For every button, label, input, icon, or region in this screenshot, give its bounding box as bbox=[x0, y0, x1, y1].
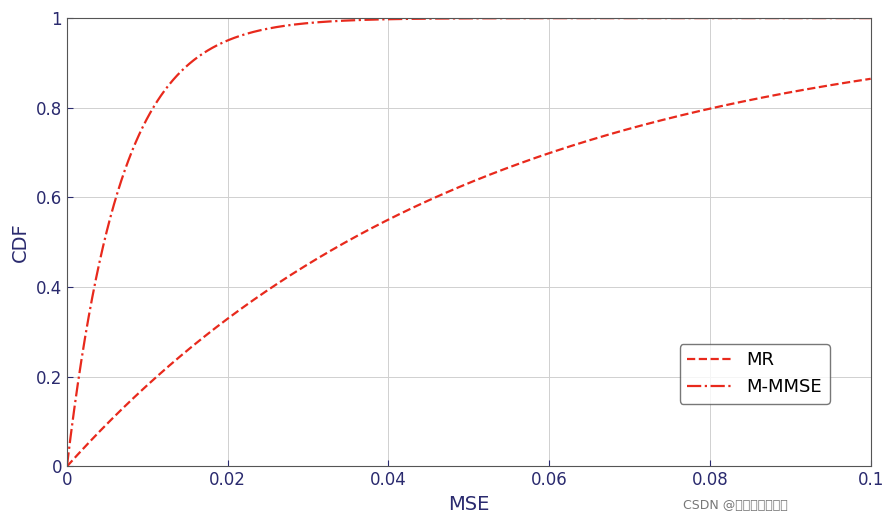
Line: MR: MR bbox=[67, 79, 870, 467]
MR bbox=[840, 79, 851, 86]
MR bbox=[62, 464, 72, 470]
MR bbox=[841, 79, 852, 86]
Legend: MR, M-MMSE: MR, M-MMSE bbox=[679, 344, 829, 404]
M-MMSE bbox=[864, 15, 875, 21]
MR bbox=[694, 108, 704, 114]
M-MMSE bbox=[103, 224, 114, 230]
M-MMSE bbox=[841, 15, 852, 21]
MR bbox=[431, 194, 442, 200]
Y-axis label: CDF: CDF bbox=[11, 223, 30, 262]
Line: M-MMSE: M-MMSE bbox=[67, 18, 870, 467]
M-MMSE bbox=[62, 464, 72, 470]
MR bbox=[103, 420, 114, 426]
M-MMSE bbox=[694, 15, 704, 22]
MR bbox=[864, 76, 875, 82]
MR bbox=[451, 184, 462, 191]
M-MMSE bbox=[451, 15, 462, 22]
X-axis label: MSE: MSE bbox=[448, 495, 489, 514]
M-MMSE bbox=[431, 15, 442, 22]
M-MMSE bbox=[840, 15, 851, 21]
Text: CSDN @电气工程研习社: CSDN @电气工程研习社 bbox=[682, 499, 787, 512]
